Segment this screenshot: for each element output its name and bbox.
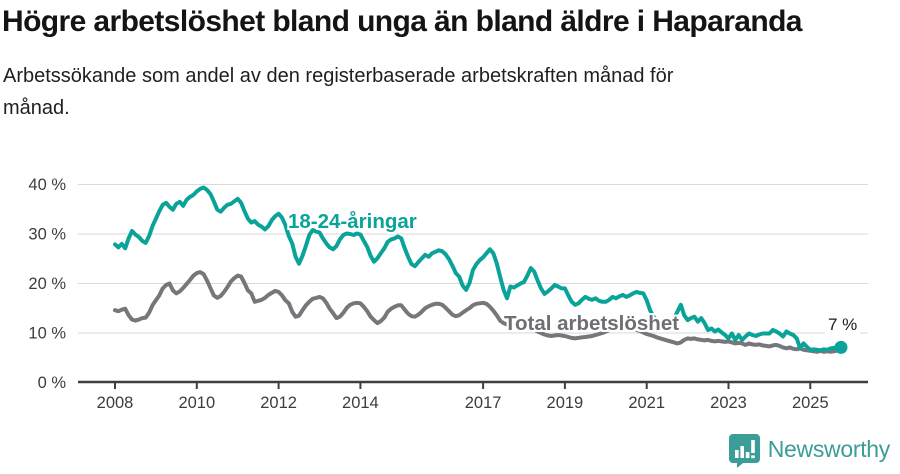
svg-text:2025: 2025 — [792, 394, 829, 412]
svg-text:2019: 2019 — [547, 394, 584, 412]
brand-footer: Newsworthy — [728, 431, 890, 468]
series-label-young: 18-24-åringar — [288, 210, 417, 233]
svg-text:2014: 2014 — [342, 394, 379, 412]
svg-text:20 %: 20 % — [28, 275, 66, 293]
chart-subtitle: Arbetssökande som andel av den registerb… — [3, 65, 674, 119]
brand-name: Newsworthy — [767, 436, 891, 462]
svg-text:2012: 2012 — [260, 394, 297, 412]
end-value-annotation: 7 % — [825, 315, 861, 335]
svg-text:30 %: 30 % — [28, 225, 66, 243]
newsworthy-logo-icon — [728, 434, 760, 468]
svg-text:0 %: 0 % — [38, 374, 67, 392]
series-label-total: Total arbetslöshet — [504, 312, 680, 335]
svg-text:40 %: 40 % — [28, 176, 66, 194]
svg-text:2017: 2017 — [465, 394, 502, 412]
svg-text:2021: 2021 — [628, 394, 665, 412]
page-title: Högre arbetslöshet bland unga än bland ä… — [2, 5, 803, 38]
svg-text:2008: 2008 — [97, 394, 134, 412]
svg-text:10 %: 10 % — [28, 324, 66, 342]
svg-text:2023: 2023 — [710, 394, 747, 412]
svg-text:2010: 2010 — [178, 394, 215, 412]
